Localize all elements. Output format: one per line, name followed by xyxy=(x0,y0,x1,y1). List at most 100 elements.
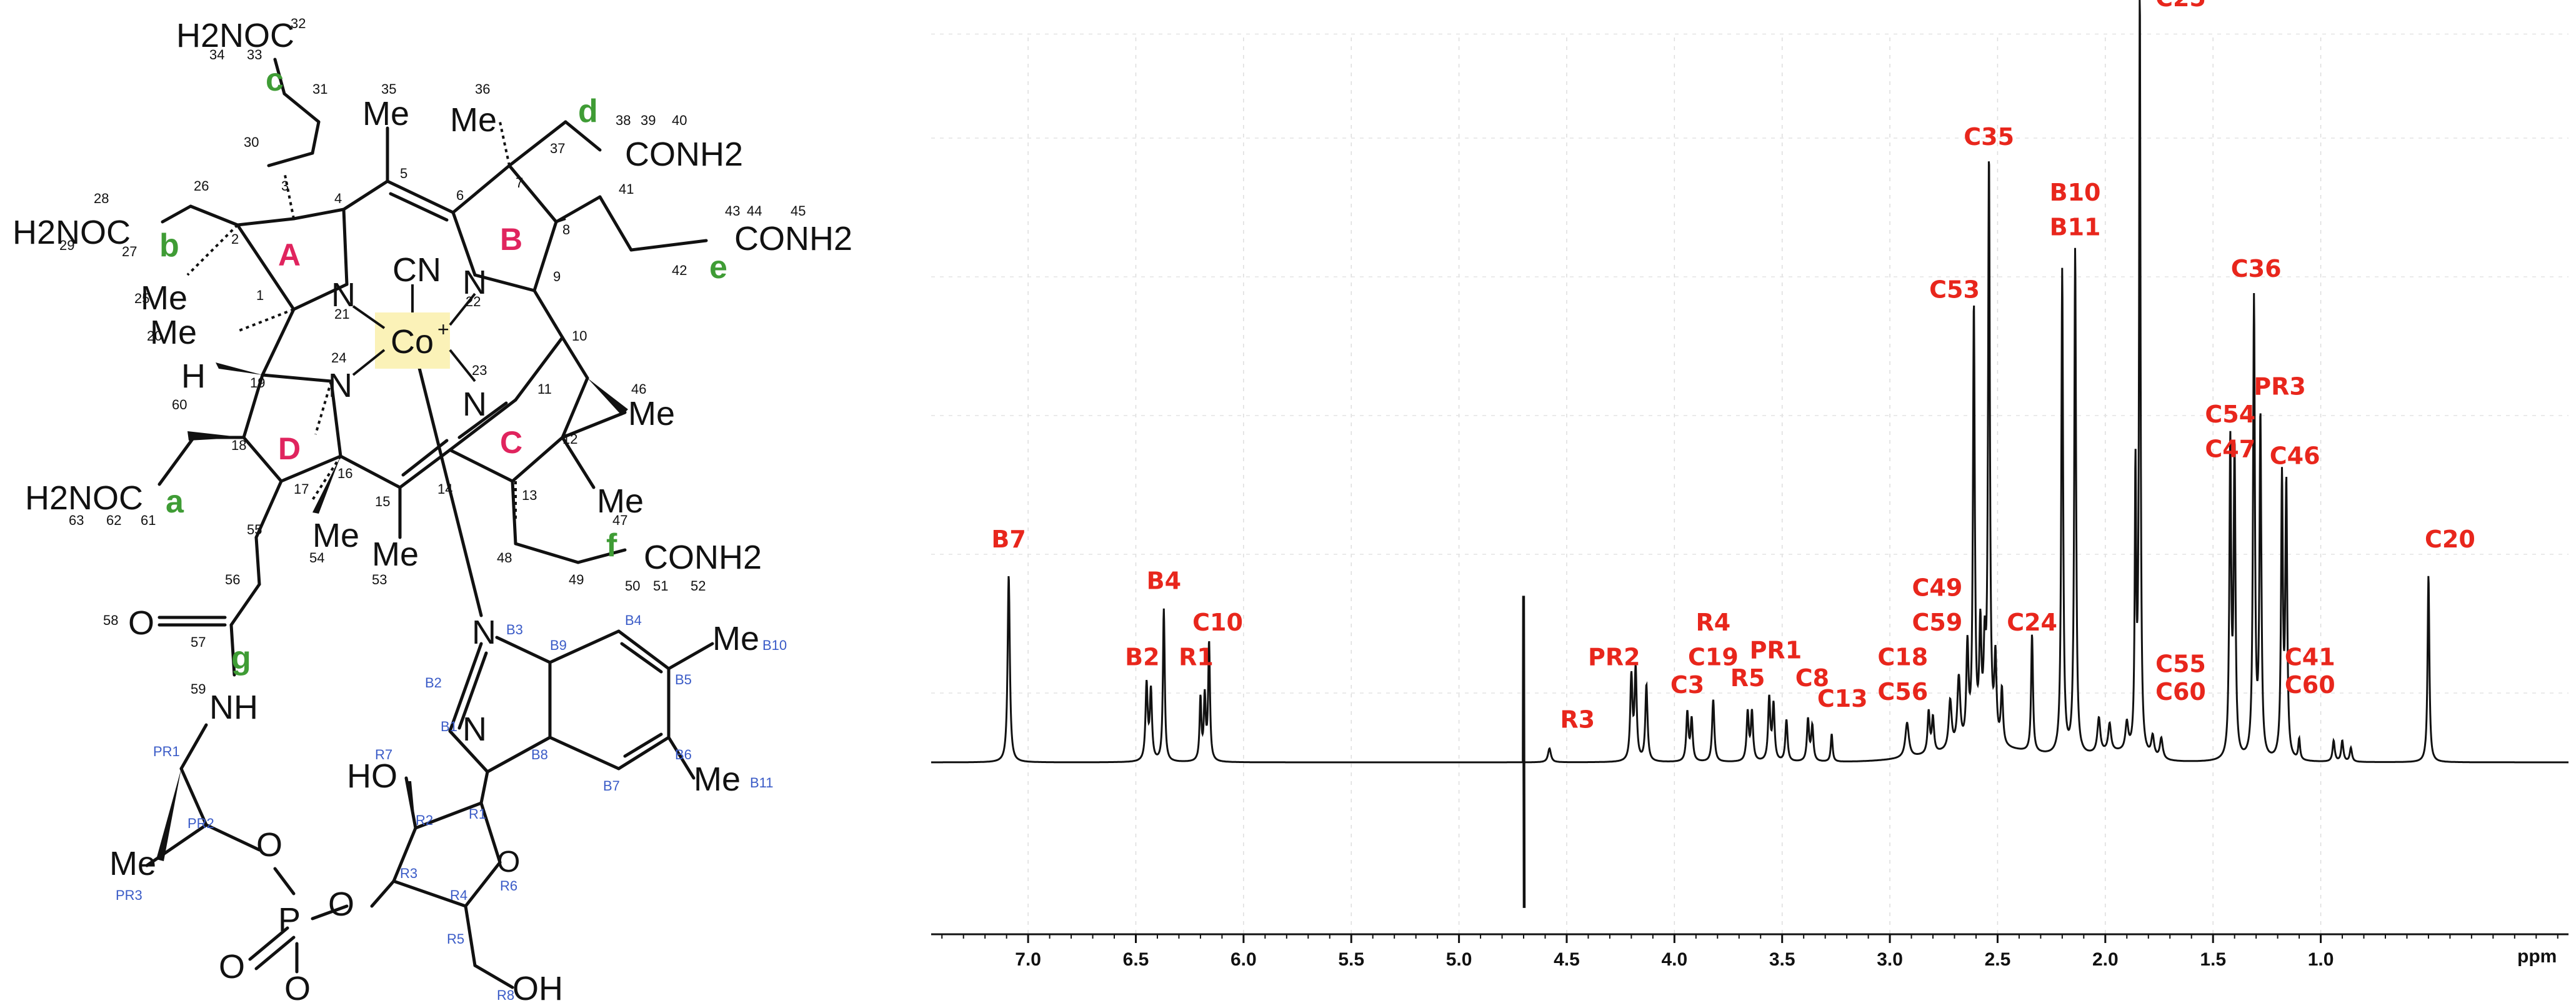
atom-label-r4: R4 xyxy=(450,887,467,903)
atom-label-b3: B3 xyxy=(506,622,523,637)
num-50: 50 xyxy=(625,578,640,594)
peak-label: C60 xyxy=(2285,671,2335,699)
num-63: 63 xyxy=(69,512,84,528)
peak-label: R1 xyxy=(1179,644,1214,671)
num-23: 23 xyxy=(472,362,487,378)
num-21: 21 xyxy=(334,306,349,322)
num-38: 38 xyxy=(616,112,631,128)
group-me-15: Me xyxy=(372,536,419,573)
peak-label: C8 xyxy=(1795,664,1829,692)
num-8: 8 xyxy=(562,222,570,237)
num-45: 45 xyxy=(791,203,806,219)
atom-n23: N xyxy=(462,386,487,423)
cobalt-highlight xyxy=(375,312,450,369)
peak-label: C47 xyxy=(2205,436,2255,463)
num-29: 29 xyxy=(59,237,74,253)
atom-nb1: N xyxy=(462,711,487,748)
num-32: 32 xyxy=(291,16,306,31)
atom-label-b11: B11 xyxy=(750,775,774,791)
peak-label: PR1 xyxy=(1750,637,1802,664)
peak-label: PR3 xyxy=(2254,373,2306,401)
num-53: 53 xyxy=(372,572,387,587)
group-h2noc-a: H2NOC xyxy=(25,479,143,517)
x-tick-label: 3.5 xyxy=(1769,949,1795,970)
peak-label: C13 xyxy=(1817,685,1868,712)
num-36: 36 xyxy=(475,81,490,97)
group-ho-r7: HO xyxy=(347,757,397,795)
num-41: 41 xyxy=(619,181,634,197)
x-tick-label: 5.0 xyxy=(1446,949,1472,970)
group-nh: NH xyxy=(209,689,258,726)
num-25: 25 xyxy=(134,291,149,306)
num-43: 43 xyxy=(725,203,740,219)
peak-label: B10 xyxy=(2050,179,2101,206)
peak-label: C35 xyxy=(1964,123,2014,151)
num-10: 10 xyxy=(572,328,587,344)
num-20: 20 xyxy=(147,328,162,344)
group-me-7: Me xyxy=(450,101,497,139)
peak-label: C36 xyxy=(2231,255,2282,282)
num-52: 52 xyxy=(691,578,706,594)
metal-center: Co xyxy=(391,323,434,361)
peak-label: C59 xyxy=(1912,609,1963,636)
num-3: 3 xyxy=(281,178,289,194)
peak-label: B11 xyxy=(2050,213,2101,241)
peak-label: C18 xyxy=(1877,644,1928,671)
num-14: 14 xyxy=(437,481,452,497)
atom-n21: N xyxy=(331,276,356,314)
peak-label: B2 xyxy=(1125,644,1159,671)
num-62: 62 xyxy=(106,512,121,528)
atom-label-b6: B6 xyxy=(675,747,692,762)
atom-label-pr3: PR3 xyxy=(116,887,142,903)
chain-label-d: d xyxy=(578,93,598,129)
group-me-b10: Me xyxy=(712,620,759,657)
num-49: 49 xyxy=(569,572,584,587)
group-conh2-d: CONH2 xyxy=(625,136,743,173)
group-h-19: H xyxy=(181,357,206,395)
num-27: 27 xyxy=(122,244,137,259)
num-2: 2 xyxy=(231,231,239,247)
group-me-5: Me xyxy=(362,95,409,132)
group-me-12b: Me xyxy=(597,482,644,520)
x-tick-label: 6.5 xyxy=(1123,949,1149,970)
x-tick-label: 5.5 xyxy=(1338,949,1364,970)
num-1: 1 xyxy=(256,287,264,303)
num-16: 16 xyxy=(337,466,352,481)
x-axis-ticks: 7.0 6.5 6.0 5.5 5.0 4.5 4.0 3.5 3.0 2.5 2.0 1.5 1.0 xyxy=(941,934,2559,970)
group-me-1: Me xyxy=(141,279,187,317)
group-me-b11: Me xyxy=(694,761,741,798)
num-48: 48 xyxy=(497,550,512,566)
x-axis-label: ppm xyxy=(2517,946,2557,967)
peak-label: C55 xyxy=(2155,651,2206,678)
num-6: 6 xyxy=(456,187,464,203)
atom-label-pr1: PR1 xyxy=(153,744,180,759)
num-37: 37 xyxy=(550,141,565,156)
group-me-2: Me xyxy=(150,314,197,351)
num-46: 46 xyxy=(631,381,646,397)
peak-label: C24 xyxy=(2007,609,2057,636)
group-me-12a: Me xyxy=(628,395,675,432)
num-7: 7 xyxy=(516,175,523,191)
atom-label-r1: R1 xyxy=(469,806,486,822)
peak-label: C53 xyxy=(1929,276,1980,303)
atom-nb3: N xyxy=(472,614,496,651)
x-tick-label: 7.0 xyxy=(1015,949,1041,970)
chain-label-e: e xyxy=(709,249,727,286)
peak-label: C56 xyxy=(1877,678,1928,706)
atom-label-b1: B1 xyxy=(441,719,457,734)
num-4: 4 xyxy=(334,191,342,206)
num-24: 24 xyxy=(331,350,346,366)
peak-label: C41 xyxy=(2285,644,2335,671)
chart-grid xyxy=(931,33,2569,934)
atom-label-r7: R7 xyxy=(375,747,392,762)
num-9: 9 xyxy=(553,269,561,284)
num-35: 35 xyxy=(381,81,396,97)
atom-label-b8: B8 xyxy=(531,747,548,762)
group-o-phos4: O xyxy=(328,886,354,923)
group-conh2-e: CONH2 xyxy=(734,220,852,257)
atom-label-b9: B9 xyxy=(550,637,567,653)
chain-label-g: g xyxy=(231,640,251,676)
peak-label: C3 xyxy=(1670,671,1704,699)
group-o-phos2: O xyxy=(219,948,245,986)
